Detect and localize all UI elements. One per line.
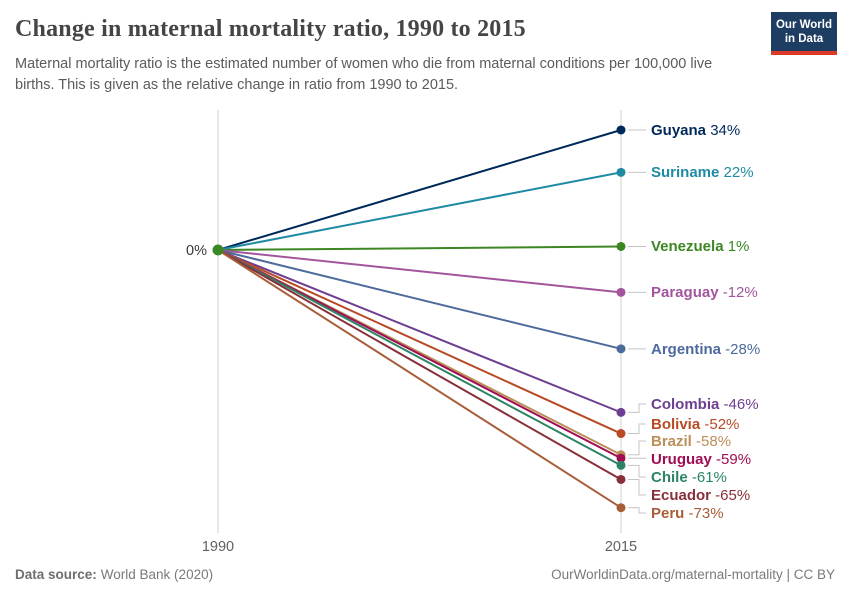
series-guyana: Guyana 34% xyxy=(217,122,740,251)
x-axis-tick-label: 2015 xyxy=(605,539,637,555)
label-leader-line xyxy=(628,507,646,514)
slope-line xyxy=(217,129,622,251)
series-label[interactable]: Ecuador -65% xyxy=(651,487,750,504)
end-dot xyxy=(616,429,626,439)
series-label[interactable]: Uruguay -59% xyxy=(651,451,751,468)
label-leader-line xyxy=(628,464,646,478)
owid-logo-line1: Our World xyxy=(775,19,832,31)
series-label[interactable]: Peru -73% xyxy=(651,505,724,522)
series-uruguay: Uruguay -59% xyxy=(217,249,751,468)
slope-line xyxy=(217,249,622,294)
end-dot xyxy=(616,503,626,513)
owid-logo[interactable]: Our World in Data xyxy=(771,12,837,55)
chart-subtitle: Maternal mortality ratio is the estimate… xyxy=(15,56,713,94)
slope-line xyxy=(217,249,622,467)
series-label[interactable]: Brazil -58% xyxy=(651,433,731,450)
start-dot xyxy=(212,244,224,256)
baseline-zero-label: 0% xyxy=(186,243,207,259)
series-argentina: Argentina -28% xyxy=(217,249,760,358)
slope-line xyxy=(217,249,622,435)
footer: Data source: World Bank (2020) OurWorldin… xyxy=(15,567,835,582)
x-axis-tick-label: 1990 xyxy=(202,539,234,555)
end-dot xyxy=(616,474,626,484)
end-dot xyxy=(616,407,626,417)
data-source: Data source: World Bank (2020) xyxy=(15,567,213,582)
end-dot xyxy=(616,125,626,135)
slope-line xyxy=(217,249,622,414)
series-colombia: Colombia -46% xyxy=(217,249,759,417)
series-ecuador: Ecuador -65% xyxy=(217,249,750,504)
owid-logo-line2: in Data xyxy=(784,33,824,46)
label-leader-line xyxy=(628,478,646,496)
credit-link[interactable]: OurWorldinData.org/maternal-mortality | … xyxy=(551,567,835,582)
slope-line xyxy=(217,249,622,509)
end-dot xyxy=(616,241,626,251)
label-leader-line xyxy=(628,440,646,456)
slope-line xyxy=(217,245,622,251)
slope-line xyxy=(217,249,622,481)
series-paraguay: Paraguay -12% xyxy=(217,249,758,301)
data-source-label: Data source: xyxy=(15,567,97,582)
slope-line xyxy=(217,249,622,460)
label-leader-line xyxy=(628,403,646,413)
series-label[interactable]: Guyana 34% xyxy=(651,122,740,139)
end-dot xyxy=(616,344,626,354)
slope-line xyxy=(217,171,622,251)
series-label[interactable]: Chile -61% xyxy=(651,469,727,486)
series-label[interactable]: Bolivia -52% xyxy=(651,416,739,433)
end-dot xyxy=(616,287,626,297)
data-source-value: World Bank (2020) xyxy=(100,567,214,582)
series-suriname: Suriname 22% xyxy=(217,164,754,251)
series-label[interactable]: Colombia -46% xyxy=(651,396,759,413)
page-title: Change in maternal mortality ratio, 1990… xyxy=(15,16,526,42)
series-label[interactable]: Suriname 22% xyxy=(651,164,754,181)
series-venezuela: Venezuela 1% xyxy=(217,238,749,255)
series-label[interactable]: Paraguay -12% xyxy=(651,284,758,301)
end-dot xyxy=(616,460,626,470)
series-label[interactable]: Venezuela 1% xyxy=(651,238,749,255)
end-dot xyxy=(616,453,626,463)
slope-line xyxy=(217,249,622,350)
series-bolivia: Bolivia -52% xyxy=(217,249,739,439)
series-chile: Chile -61% xyxy=(217,249,727,486)
series-label[interactable]: Argentina -28% xyxy=(651,341,760,358)
end-dot xyxy=(616,167,626,177)
series-peru: Peru -73% xyxy=(217,249,724,522)
label-leader-line xyxy=(628,423,646,435)
